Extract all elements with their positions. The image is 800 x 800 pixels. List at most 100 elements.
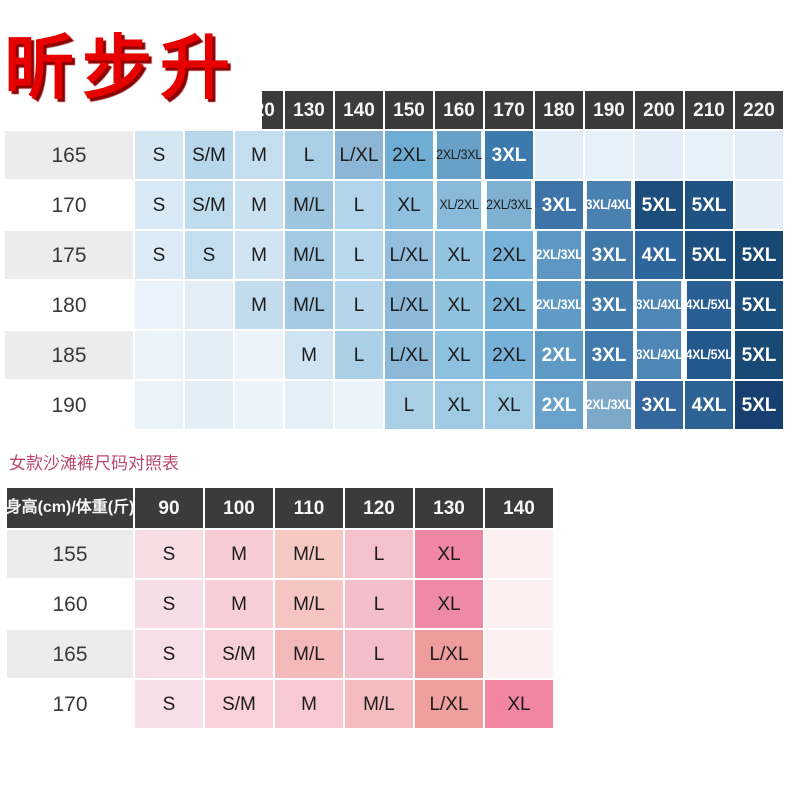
height-cell: 170 <box>7 680 133 728</box>
weight-header-cell: 210 <box>685 91 733 129</box>
empty-cell <box>285 381 333 429</box>
empty-cell <box>735 181 783 229</box>
brand-logo-box: 昕步升 <box>0 0 262 129</box>
empty-cell <box>135 381 183 429</box>
empty-cell <box>185 331 233 379</box>
size-cell: XL <box>435 331 483 379</box>
size-cell: L <box>385 381 433 429</box>
empty-cell <box>485 630 553 678</box>
size-cell: M/L <box>285 181 333 229</box>
size-cell: S <box>135 181 183 229</box>
size-cell: 4XL <box>685 381 733 429</box>
height-cell: 160 <box>7 580 133 628</box>
size-cell: M <box>285 331 333 379</box>
men-size-table: 1001101201301401501601701801902002102201… <box>5 91 783 429</box>
size-cell: L <box>345 530 413 578</box>
size-cell: 4XL/5XL <box>685 281 733 329</box>
height-cell: 185 <box>5 331 133 379</box>
size-cell: XL <box>485 680 553 728</box>
empty-cell <box>185 381 233 429</box>
weight-header-cell: 180 <box>535 91 583 129</box>
size-cell: 3XL/4XL <box>635 281 683 329</box>
size-cell: L/XL <box>415 680 483 728</box>
size-cell: L/XL <box>385 231 433 279</box>
corner-header-cell: 身高(cm)/体重(斤) <box>6 488 134 528</box>
size-cell: M <box>205 580 273 628</box>
height-cell: 155 <box>7 530 133 578</box>
weight-header-cell: 100 <box>205 488 273 528</box>
weight-header-cell: 130 <box>285 91 333 129</box>
weight-header-cell: 150 <box>385 91 433 129</box>
size-cell: 3XL <box>585 231 633 279</box>
size-cell: L <box>345 580 413 628</box>
size-cell: L <box>335 331 383 379</box>
size-cell: 2XL <box>385 131 433 179</box>
size-cell: 3XL/4XL <box>585 181 633 229</box>
weight-header-cell: 200 <box>635 91 683 129</box>
size-cell: 5XL <box>735 381 783 429</box>
empty-cell <box>485 530 553 578</box>
size-cell: L/XL <box>385 331 433 379</box>
size-cell: M/L <box>275 630 343 678</box>
size-cell: M <box>205 530 273 578</box>
height-cell: 180 <box>5 281 133 329</box>
size-cell: 2XL <box>535 331 583 379</box>
empty-cell <box>235 381 283 429</box>
women-size-table: 身高(cm)/体重(斤) 90 100 110 120 130 140 155 S M M/L L XL… <box>6 488 553 728</box>
size-cell: 3XL <box>585 281 633 329</box>
size-cell: M <box>235 181 283 229</box>
size-cell: S <box>135 231 183 279</box>
size-cell: L <box>285 131 333 179</box>
weight-header-cell: 110 <box>275 488 343 528</box>
size-cell: XL <box>415 580 483 628</box>
weight-header-cell: 220 <box>735 91 783 129</box>
empty-cell <box>135 281 183 329</box>
size-cell: 5XL <box>735 231 783 279</box>
size-cell: L/XL <box>415 630 483 678</box>
size-cell: M/L <box>275 530 343 578</box>
empty-cell <box>335 381 383 429</box>
size-cell: 5XL <box>735 331 783 379</box>
size-cell: S <box>135 580 203 628</box>
size-cell: 2XL/3XL <box>436 131 482 179</box>
size-cell: S <box>135 630 203 678</box>
size-cell: M <box>235 131 283 179</box>
size-cell: S <box>135 680 203 728</box>
weight-header-cell: 160 <box>435 91 483 129</box>
size-cell: M/L <box>285 281 333 329</box>
size-cell: 5XL <box>635 181 683 229</box>
size-cell: S/M <box>185 181 233 229</box>
size-cell: S/M <box>205 680 273 728</box>
size-cell: XL <box>435 231 483 279</box>
empty-cell <box>585 131 633 179</box>
size-cell: M/L <box>285 231 333 279</box>
size-cell: S <box>185 231 233 279</box>
size-cell: 3XL/4XL <box>635 331 683 379</box>
size-cell: XL/2XL <box>436 181 482 229</box>
size-cell: S/M <box>185 131 233 179</box>
size-cell: L <box>345 630 413 678</box>
empty-cell <box>135 331 183 379</box>
weight-header-cell: 140 <box>335 91 383 129</box>
height-cell: 170 <box>5 181 133 229</box>
weight-header-cell: 120 <box>345 488 413 528</box>
size-cell: XL <box>435 281 483 329</box>
height-cell: 165 <box>5 131 133 179</box>
size-cell: XL <box>415 530 483 578</box>
size-cell: S/M <box>205 630 273 678</box>
weight-header-cell: 170 <box>485 91 533 129</box>
weight-header-cell: 130 <box>415 488 483 528</box>
height-cell: 175 <box>5 231 133 279</box>
size-cell: L/XL <box>385 281 433 329</box>
women-table-title: 女款沙滩裤尺码对照表 <box>9 454 179 473</box>
size-cell: 2XL/3XL <box>585 381 633 429</box>
size-cell: 2XL <box>485 231 533 279</box>
size-cell: 3XL <box>535 181 583 229</box>
size-cell: L/XL <box>335 131 383 179</box>
size-cell: M <box>275 680 343 728</box>
size-cell: 4XL <box>635 231 683 279</box>
size-cell: M/L <box>345 680 413 728</box>
weight-header-cell: 140 <box>485 488 553 528</box>
size-cell: L <box>335 281 383 329</box>
